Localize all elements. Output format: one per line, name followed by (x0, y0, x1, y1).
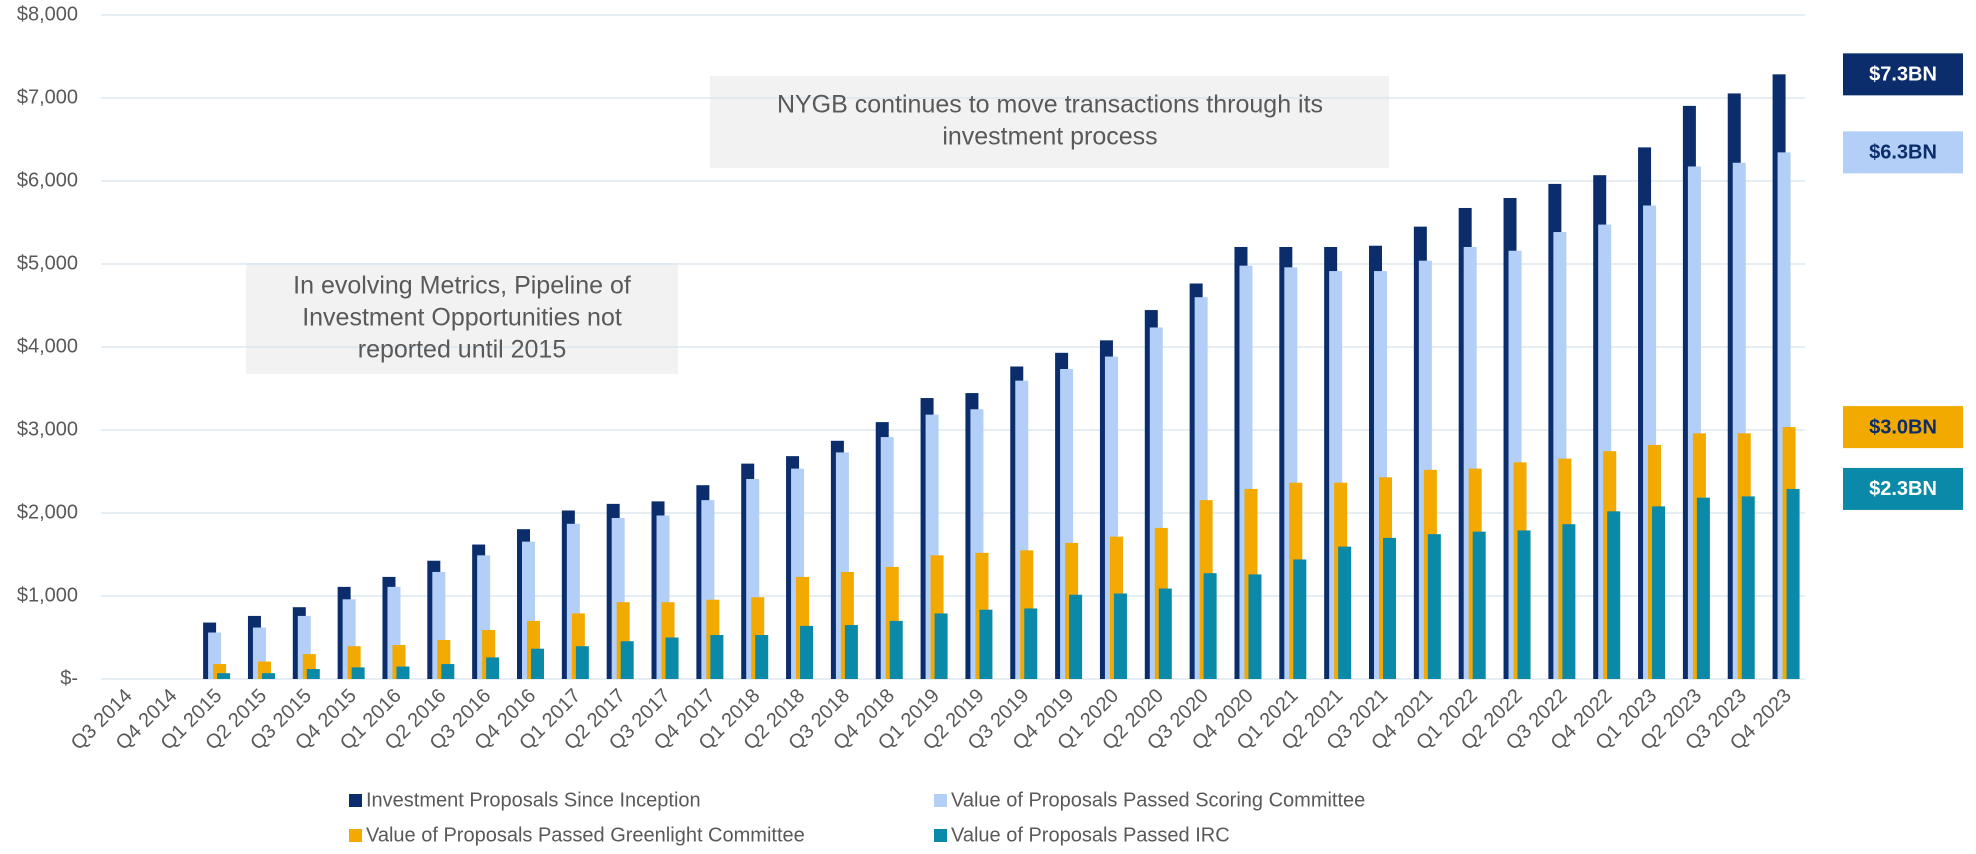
bar (531, 648, 544, 679)
legend-swatch (934, 794, 947, 807)
end-label-box (1843, 53, 1963, 96)
y-tick-label: $7,000 (17, 86, 78, 108)
y-tick-label: $1,000 (17, 584, 78, 606)
bar (1472, 531, 1486, 679)
y-tick-label: $2,000 (17, 501, 78, 523)
legend-swatch (934, 829, 947, 842)
bar (800, 625, 814, 679)
bar (351, 667, 365, 679)
annotation-text: investment process (942, 123, 1157, 151)
bar (1383, 537, 1396, 679)
bar (441, 664, 455, 679)
y-tick-label: $- (60, 667, 78, 689)
bar (1652, 506, 1666, 679)
annotation-text: NYGB continues to move transactions thro… (777, 91, 1323, 119)
end-label: $3.0BN (1869, 416, 1937, 438)
bar (889, 620, 903, 679)
bar (710, 635, 724, 679)
end-label: $6.3BN (1869, 142, 1937, 164)
legend-swatch (349, 794, 362, 807)
y-tick-label: $5,000 (17, 252, 78, 274)
legend-swatch (349, 829, 362, 842)
bar (1786, 488, 1800, 679)
bar (396, 666, 410, 679)
bar (620, 641, 634, 679)
bar (217, 673, 231, 679)
bar (261, 673, 275, 679)
end-label-box (1843, 467, 1963, 510)
annotation-box (246, 263, 678, 374)
bar (1562, 524, 1576, 679)
legend-label: Investment Proposals Since Inception (366, 789, 701, 811)
bar (1607, 511, 1621, 679)
y-tick-label: $8,000 (17, 3, 78, 25)
annotation-box (710, 76, 1389, 168)
legend-label: Value of Proposals Passed Greenlight Com… (366, 824, 805, 846)
bar (1069, 594, 1083, 679)
bar (934, 613, 948, 679)
bar (486, 657, 500, 679)
end-label: $2.3BN (1869, 478, 1937, 500)
bar (1338, 546, 1352, 679)
legend-label: Value of Proposals Passed IRC (951, 824, 1230, 846)
legend-label: Value of Proposals Passed Scoring Commit… (951, 789, 1365, 811)
end-label-box (1843, 406, 1963, 449)
end-label-box (1843, 131, 1963, 174)
annotation-text: In evolving Metrics, Pipeline of (293, 272, 631, 300)
bar (979, 609, 993, 679)
bar (575, 646, 589, 679)
annotation-text: reported until 2015 (358, 336, 566, 364)
bar (1024, 608, 1038, 679)
end-label: $7.3BN (1869, 64, 1937, 86)
bar (1293, 559, 1307, 679)
y-tick-label: $6,000 (17, 169, 78, 191)
bar (1427, 534, 1441, 679)
bar (1248, 574, 1262, 679)
bar (1741, 496, 1755, 679)
bar (1517, 530, 1531, 679)
bar (755, 635, 769, 679)
annotation-text: Investment Opportunities not (302, 304, 622, 332)
bar (1203, 573, 1217, 679)
bar (844, 625, 858, 679)
bar (665, 637, 679, 679)
y-tick-label: $4,000 (17, 335, 78, 357)
y-tick-label: $3,000 (17, 418, 78, 440)
bar (1158, 588, 1172, 679)
bar (1696, 497, 1710, 679)
bar (1113, 593, 1127, 679)
bar (306, 669, 320, 679)
